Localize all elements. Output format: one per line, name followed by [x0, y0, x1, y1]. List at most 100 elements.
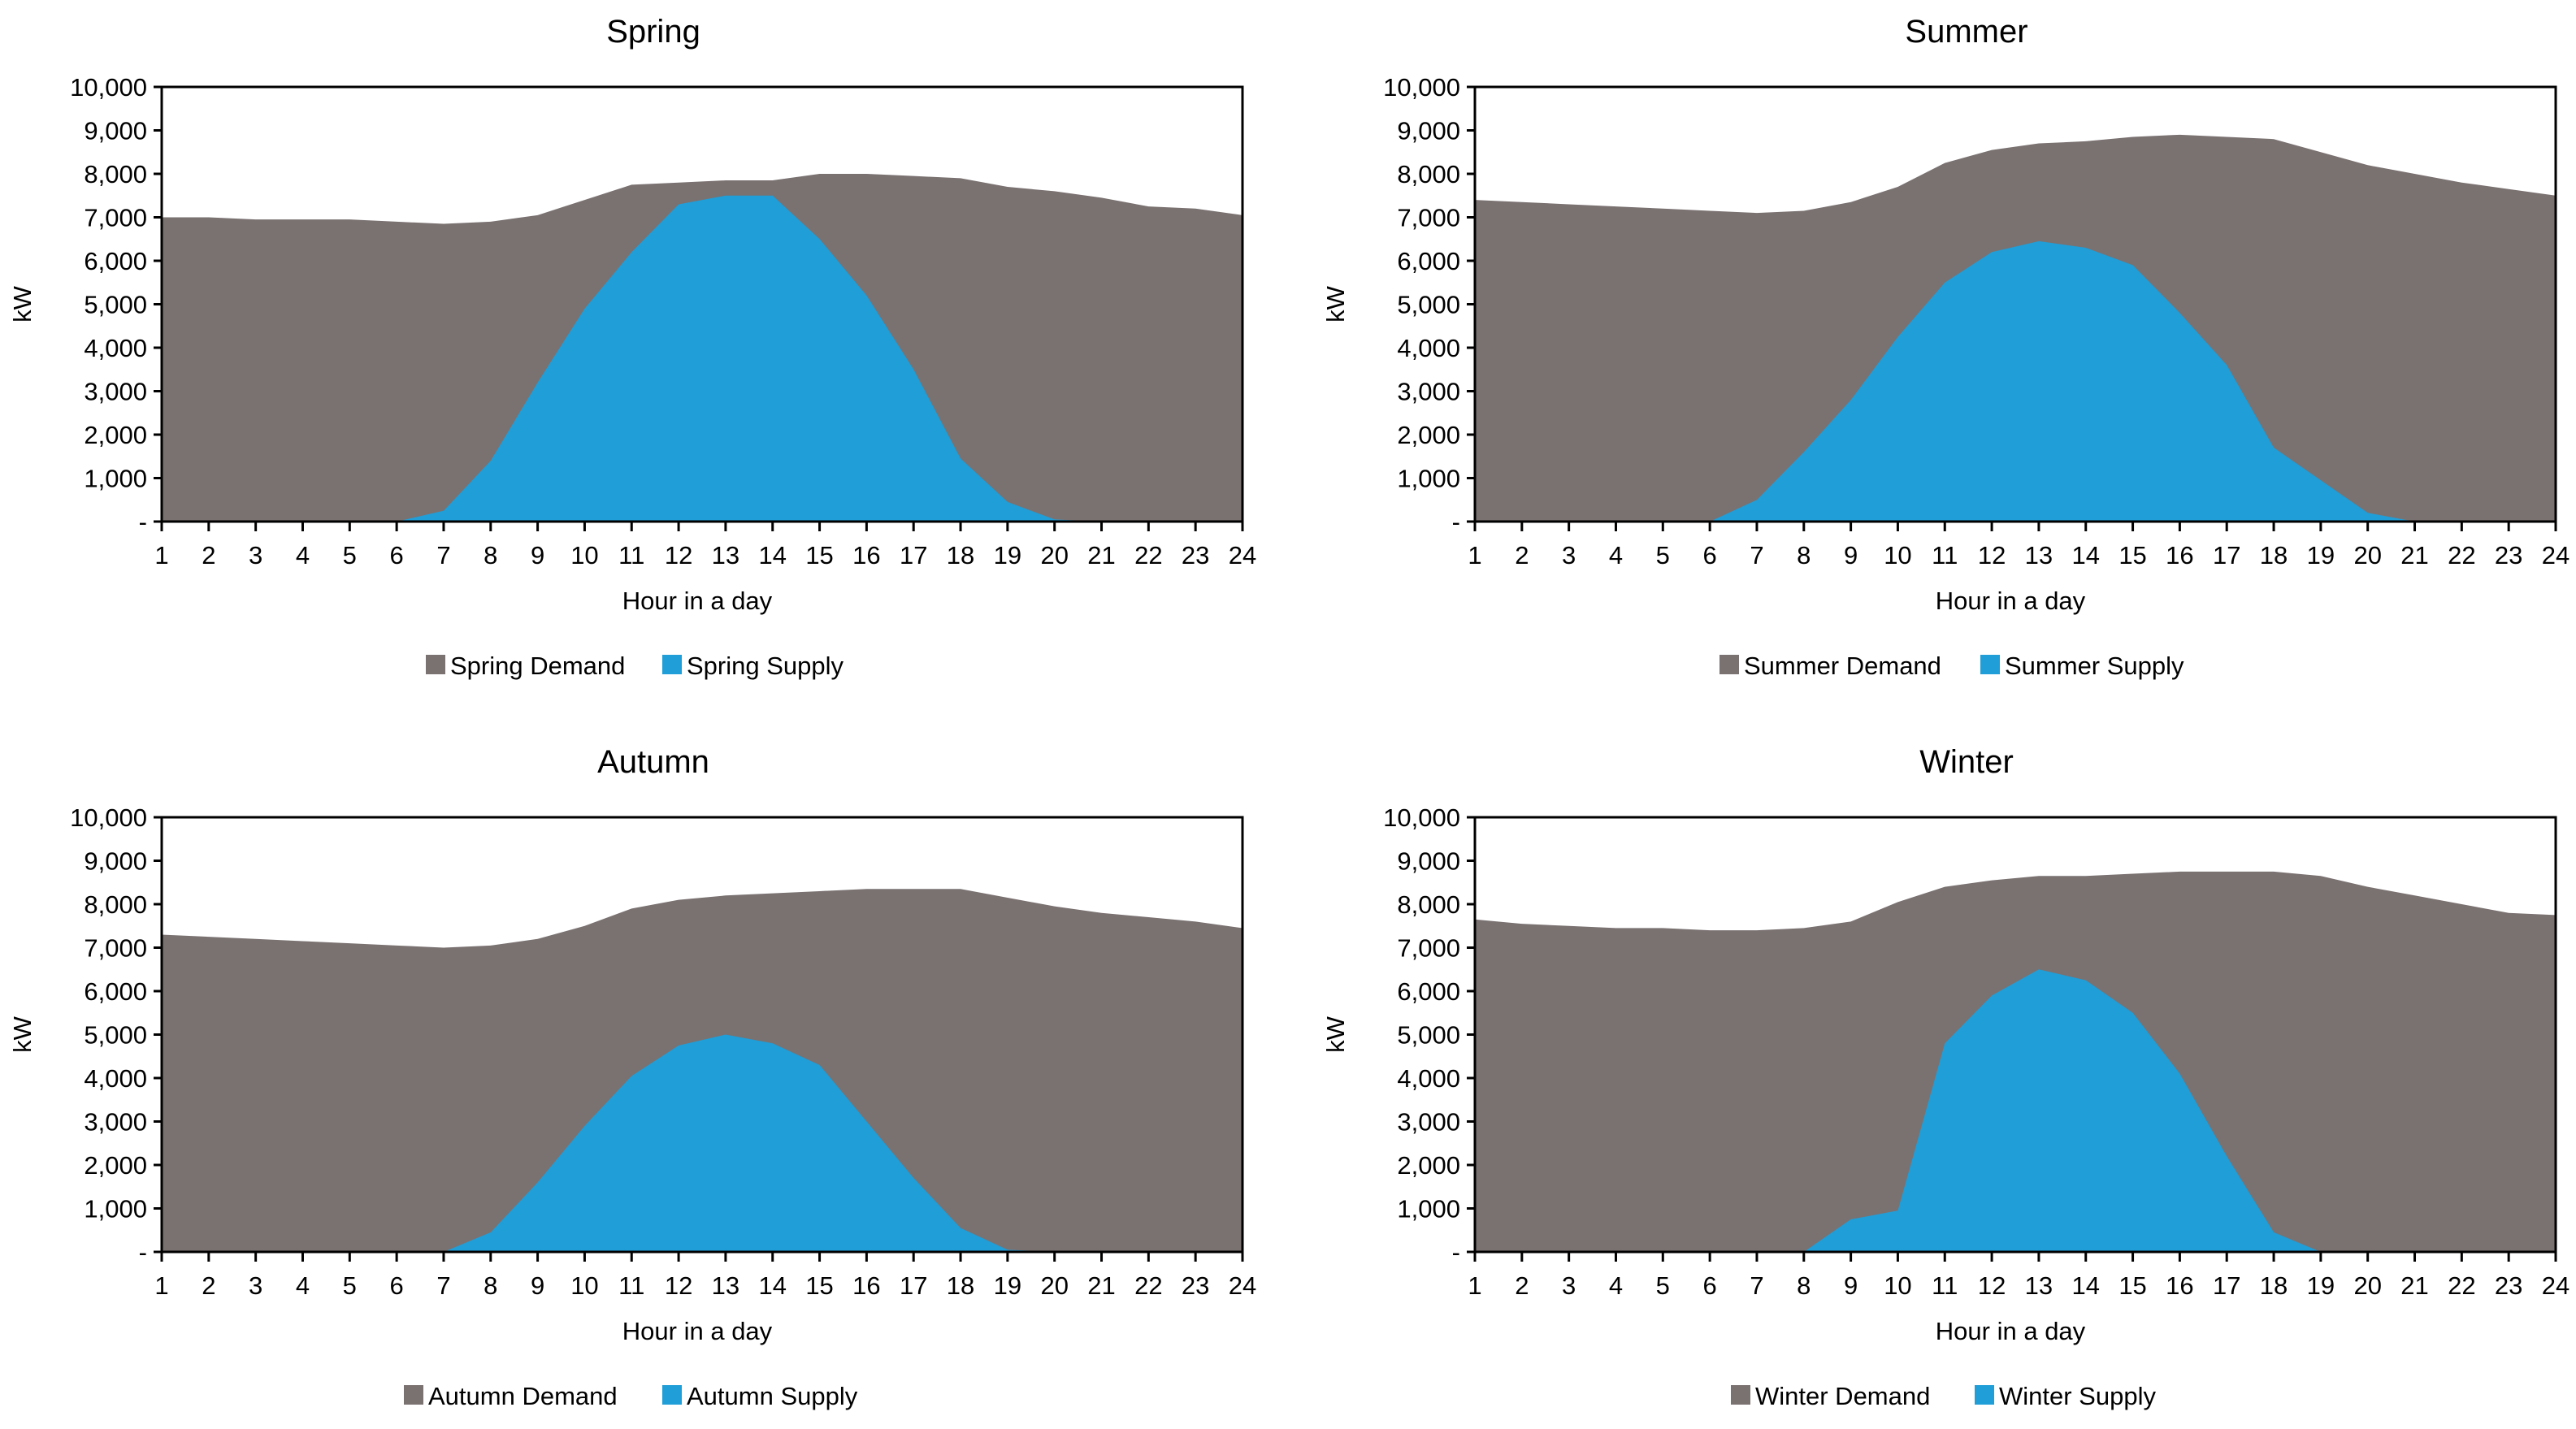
summer-legend-swatch-supply [1980, 655, 2000, 674]
spring-x-tick-label: 4 [296, 541, 310, 569]
spring-supply-area [162, 195, 1242, 522]
winter-y-tick-label: 8,000 [1397, 890, 1460, 919]
spring-x-tick-label: 3 [249, 541, 262, 569]
summer-x-tick-label: 12 [1978, 541, 2006, 569]
winter-legend-swatch-supply [1975, 1385, 1994, 1405]
spring-x-tick-label: 18 [947, 541, 974, 569]
winter-y-tick-label: 2,000 [1397, 1151, 1460, 1180]
spring-y-tick-label: 5,000 [84, 291, 147, 319]
spring-x-tick-label: 23 [1182, 541, 1209, 569]
autumn-x-tick-label: 11 [618, 1271, 644, 1300]
spring-x-tick-label: 13 [712, 541, 739, 569]
summer-x-tick-label: 9 [1844, 541, 1858, 569]
winter-x-tick-label: 6 [1703, 1271, 1717, 1300]
summer-x-tick-label: 24 [2542, 541, 2569, 569]
spring-y-tick-label: 1,000 [84, 465, 147, 493]
autumn-y-tick-label: 5,000 [84, 1021, 147, 1050]
winter-x-tick-label: 24 [2542, 1271, 2569, 1300]
summer-y-tick-label: 4,000 [1397, 334, 1460, 362]
spring-y-tick-label: 10,000 [70, 73, 147, 102]
spring-chart-title: Spring [606, 14, 700, 50]
spring-x-tick-label: 17 [900, 541, 927, 569]
spring-legend-label-demand: Spring Demand [450, 652, 625, 680]
autumn-y-tick-label: 7,000 [84, 934, 147, 963]
spring-x-tick-label: 1 [154, 541, 168, 569]
winter-x-tick-label: 3 [1562, 1271, 1576, 1300]
summer-x-tick-label: 19 [2307, 541, 2335, 569]
summer-supply-area [1475, 240, 2556, 522]
summer-chart-title: Summer [1905, 14, 2027, 50]
winter-x-tick-label: 11 [1932, 1271, 1958, 1300]
spring-legend-swatch-supply [662, 655, 682, 674]
summer-x-tick-label: 16 [2166, 541, 2193, 569]
winter-y-axis-label: kW [1321, 1015, 1350, 1053]
summer-x-tick-label: 21 [2400, 541, 2428, 569]
spring-x-tick-label: 16 [852, 541, 880, 569]
autumn-x-tick-label: 18 [947, 1271, 974, 1300]
summer-legend-swatch-demand [1720, 655, 1739, 674]
summer-x-tick-label: 2 [1515, 541, 1529, 569]
spring-x-tick-label: 5 [343, 541, 357, 569]
winter-chart: Winter - 1,000 2,000 3,000 4,000 5,000 6,000 7,0… [1321, 744, 2569, 1410]
autumn-y-tick-label: 6,000 [84, 977, 147, 1006]
winter-x-tick-label: 22 [2448, 1271, 2475, 1300]
winter-x-tick-label: 7 [1750, 1271, 1763, 1300]
spring-y-tick-label: 9,000 [84, 117, 147, 145]
winter-y-tick-label: 5,000 [1397, 1021, 1460, 1050]
summer-y-tick-label: 8,000 [1397, 160, 1460, 188]
spring-x-tick-label: 21 [1087, 541, 1115, 569]
spring-x-tick-label: 15 [805, 541, 833, 569]
winter-x-tick-label: 9 [1844, 1271, 1858, 1300]
spring-x-tick-label: 9 [531, 541, 544, 569]
winter-x-tick-label: 1 [1468, 1271, 1481, 1300]
winter-y-tick-label: 3,000 [1397, 1108, 1460, 1137]
spring-y-tick-label: 2,000 [84, 421, 147, 449]
winter-x-tick-label: 5 [1656, 1271, 1670, 1300]
summer-x-tick-label: 8 [1797, 541, 1811, 569]
spring-x-tick-label: 8 [484, 541, 497, 569]
autumn-x-tick-label: 1 [154, 1271, 168, 1300]
summer-x-tick-label: 10 [1884, 541, 1911, 569]
spring-x-tick-label: 2 [202, 541, 215, 569]
winter-y-tick-label: 4,000 [1397, 1064, 1460, 1093]
winter-chart-title: Winter [1919, 744, 2014, 780]
autumn-x-tick-label: 16 [852, 1271, 880, 1300]
winter-y-tick-label: 6,000 [1397, 977, 1460, 1006]
spring-x-axis-label: Hour in a day [622, 587, 773, 615]
winter-legend-label-demand: Winter Demand [1755, 1382, 1930, 1410]
summer-legend-label-supply: Summer Supply [2005, 652, 2184, 680]
spring-x-tick-label: 24 [1229, 541, 1256, 569]
summer-x-tick-label: 3 [1562, 541, 1576, 569]
autumn-y-tick-label: 8,000 [84, 890, 147, 919]
autumn-chart-title: Autumn [597, 744, 709, 780]
winter-x-tick-label: 21 [2400, 1271, 2428, 1300]
autumn-x-tick-label: 2 [202, 1271, 215, 1300]
autumn-x-tick-label: 22 [1134, 1271, 1162, 1300]
winter-x-tick-label: 17 [2213, 1271, 2240, 1300]
spring-x-tick-label: 20 [1040, 541, 1068, 569]
summer-x-tick-label: 22 [2448, 541, 2475, 569]
autumn-x-tick-label: 12 [665, 1271, 692, 1300]
spring-x-tick-label: 6 [390, 541, 404, 569]
autumn-y-tick-label: 10,000 [70, 803, 147, 832]
summer-x-tick-label: 15 [2118, 541, 2146, 569]
summer-legend-label-demand: Summer Demand [1744, 652, 1941, 680]
winter-x-tick-label: 15 [2118, 1271, 2146, 1300]
winter-x-tick-label: 18 [2260, 1271, 2288, 1300]
summer-y-tick-label: - [1452, 508, 1460, 536]
summer-x-tick-label: 18 [2260, 541, 2288, 569]
summer-y-tick-label: 2,000 [1397, 421, 1460, 449]
spring-x-tick-label: 11 [618, 541, 644, 569]
spring-x-tick-label: 22 [1134, 541, 1162, 569]
autumn-y-tick-label: 4,000 [84, 1064, 147, 1093]
autumn-x-tick-label: 21 [1087, 1271, 1115, 1300]
winter-y-tick-label: 1,000 [1397, 1195, 1460, 1223]
autumn-x-tick-label: 4 [296, 1271, 310, 1300]
winter-x-tick-label: 12 [1978, 1271, 2006, 1300]
summer-x-tick-label: 6 [1703, 541, 1717, 569]
winter-supply-area [1475, 969, 2556, 1252]
spring-y-tick-label: 8,000 [84, 160, 147, 188]
spring-legend-label-supply: Spring Supply [687, 652, 844, 680]
summer-y-tick-label: 1,000 [1397, 465, 1460, 493]
autumn-y-tick-label: 3,000 [84, 1108, 147, 1137]
